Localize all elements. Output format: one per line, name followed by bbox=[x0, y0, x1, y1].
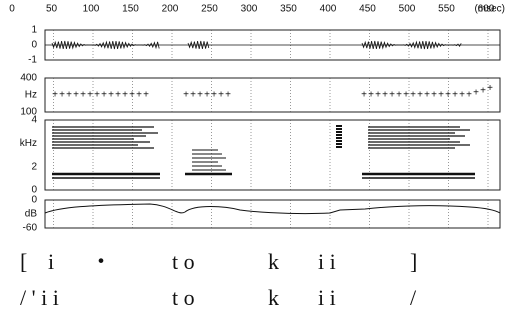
pitch-mark: + bbox=[410, 90, 416, 101]
time-unit: (msec) bbox=[474, 4, 505, 15]
time-tick-label: 100 bbox=[83, 4, 100, 15]
time-tick-label: 500 bbox=[399, 4, 416, 15]
pitch-mark: + bbox=[94, 90, 100, 101]
pitch-mark: + bbox=[143, 90, 149, 101]
phonemic-token: / ' i i bbox=[20, 285, 59, 310]
intensity-curve bbox=[45, 204, 500, 214]
pitch-mark: + bbox=[211, 90, 217, 101]
pitch-mark: + bbox=[190, 90, 196, 101]
pitch-mark: + bbox=[452, 90, 458, 101]
phonemic-token: k bbox=[268, 285, 279, 310]
pitch-mark: + bbox=[487, 83, 493, 94]
pitch-mark: + bbox=[122, 90, 128, 101]
time-tick-label: 550 bbox=[438, 4, 455, 15]
pitch-mark: + bbox=[115, 90, 121, 101]
pitch-mark: + bbox=[136, 90, 142, 101]
pitch-mark: + bbox=[424, 90, 430, 101]
time-tick-label: 300 bbox=[241, 4, 258, 15]
pitch-mark: + bbox=[480, 85, 486, 96]
phonemic-token: t o bbox=[172, 285, 195, 310]
panel-axis-label: 4 bbox=[31, 115, 37, 126]
pitch-mark: + bbox=[403, 90, 409, 101]
pitch-mark: + bbox=[87, 90, 93, 101]
pitch-mark: + bbox=[183, 90, 189, 101]
time-tick-label: 200 bbox=[162, 4, 179, 15]
panel-axis-label: 0 bbox=[31, 195, 37, 206]
pitch-mark: + bbox=[361, 90, 367, 101]
speech-figure: 050100150200250300350400450500550600(mse… bbox=[0, 0, 508, 318]
pitch-mark: + bbox=[204, 90, 210, 101]
panel-axis-label: 1 bbox=[31, 25, 37, 36]
pitch-mark: + bbox=[129, 90, 135, 101]
pitch-mark: + bbox=[466, 90, 472, 101]
pitch-mark: + bbox=[438, 90, 444, 101]
pitch-mark: + bbox=[218, 90, 224, 101]
time-tick-label: 450 bbox=[359, 4, 376, 15]
pitch-mark: + bbox=[225, 90, 231, 101]
pitch-mark: + bbox=[382, 90, 388, 101]
pitch-mark: + bbox=[459, 90, 465, 101]
pitch-mark: + bbox=[108, 90, 114, 101]
panel-frame bbox=[45, 200, 500, 228]
phonetic-token: i bbox=[48, 249, 54, 274]
pitch-mark: + bbox=[473, 88, 479, 99]
time-tick-label: 150 bbox=[122, 4, 139, 15]
phonemic-token: / bbox=[410, 285, 417, 310]
panel-axis-label: 400 bbox=[20, 73, 37, 84]
time-tick-label: 0 bbox=[9, 4, 15, 15]
panel-axis-label: -1 bbox=[28, 55, 37, 66]
pitch-mark: + bbox=[396, 90, 402, 101]
pitch-mark: + bbox=[59, 90, 65, 101]
pitch-mark: + bbox=[417, 90, 423, 101]
pitch-mark: + bbox=[431, 90, 437, 101]
pitch-mark: + bbox=[389, 90, 395, 101]
phonetic-token: t o bbox=[172, 249, 195, 274]
time-tick-label: 250 bbox=[201, 4, 218, 15]
panel-axis-label: 2 bbox=[31, 161, 37, 172]
pitch-mark: + bbox=[101, 90, 107, 101]
panel-axis-label: kHz bbox=[20, 138, 37, 149]
phonetic-token: [ bbox=[20, 249, 27, 274]
phonetic-token: i i bbox=[318, 249, 336, 274]
panel-axis-label: Hz bbox=[25, 90, 37, 101]
pitch-mark: + bbox=[66, 90, 72, 101]
phonetic-token: ・ bbox=[90, 249, 112, 274]
pitch-mark: + bbox=[73, 90, 79, 101]
pitch-mark: + bbox=[445, 90, 451, 101]
time-tick-label: 50 bbox=[46, 4, 58, 15]
phonemic-token: i i bbox=[318, 285, 336, 310]
pitch-mark: + bbox=[197, 90, 203, 101]
pitch-mark: + bbox=[80, 90, 86, 101]
pitch-mark: + bbox=[368, 90, 374, 101]
panel-axis-label: dB bbox=[25, 209, 38, 220]
time-tick-label: 350 bbox=[280, 4, 297, 15]
panel-axis-label: 0 bbox=[31, 40, 37, 51]
phonetic-token: ] bbox=[410, 249, 417, 274]
phonetic-token: k bbox=[268, 249, 279, 274]
time-tick-label: 400 bbox=[320, 4, 337, 15]
panel-axis-label: -60 bbox=[23, 223, 38, 234]
pitch-mark: + bbox=[375, 90, 381, 101]
pitch-mark: + bbox=[52, 90, 58, 101]
